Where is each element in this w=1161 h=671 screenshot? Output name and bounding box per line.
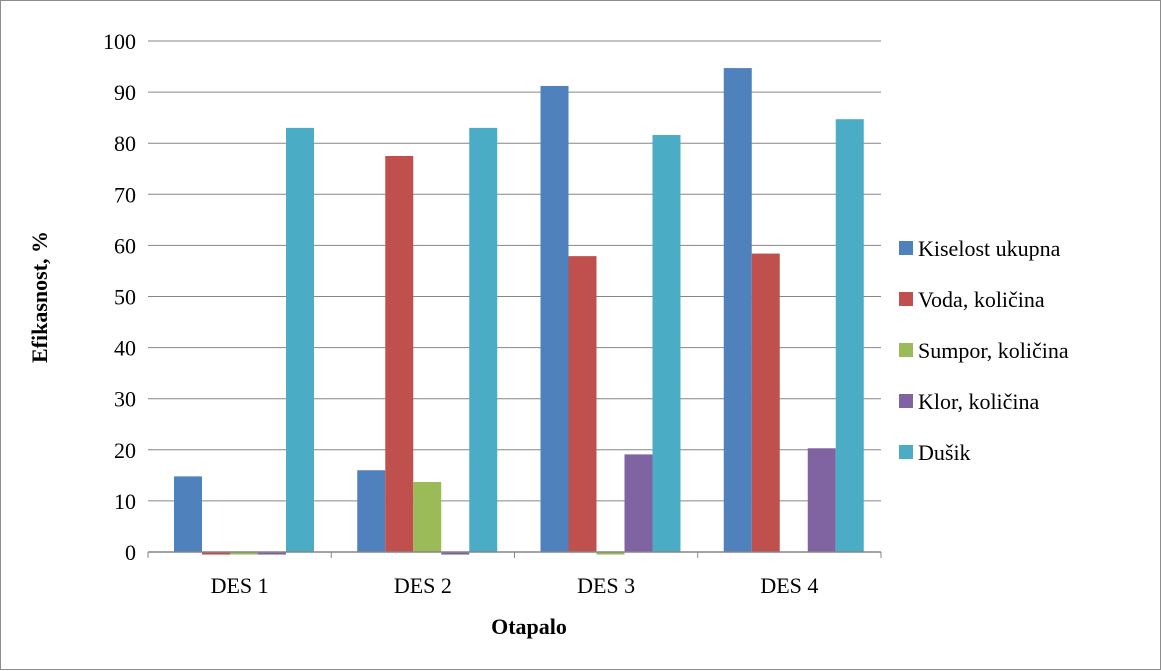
bar-sumpor-koli-ina-1 — [230, 552, 258, 555]
legend-swatch — [899, 394, 913, 408]
bar-kiselost-ukupna-1 — [174, 476, 202, 552]
y-tick-label: 10 — [114, 489, 136, 514]
y-tick-label: 0 — [125, 540, 136, 565]
bar-voda-koli-ina-4 — [751, 253, 780, 553]
gridlines — [148, 40, 881, 502]
x-tick-label: DES 4 — [760, 573, 818, 598]
legend-label: Klor, količina — [918, 389, 1040, 414]
y-tick-label: 20 — [114, 438, 136, 463]
bar-du-ik-3 — [652, 135, 681, 553]
legend-swatch — [899, 343, 913, 357]
legend-swatch — [899, 292, 913, 306]
y-tick-label: 40 — [114, 336, 136, 361]
bar-klor-koli-ina-1 — [258, 552, 286, 555]
bar-voda-koli-ina-2 — [385, 155, 414, 552]
legend-swatch — [899, 445, 913, 459]
y-tick-labels: 0 10 20 30 40 50 60 70 80 90 100 — [103, 29, 136, 565]
y-tick-label: 100 — [103, 29, 136, 54]
bar-sumpor-koli-ina-3 — [596, 552, 625, 555]
x-axis-title: Otapalo — [491, 614, 567, 639]
legend-label: Voda, količina — [918, 287, 1045, 312]
legend-label: Sumpor, količina — [918, 338, 1069, 363]
y-tick-label: 70 — [114, 182, 136, 207]
legend-label: Kiselost ukupna — [918, 236, 1061, 261]
bar-du-ik-2 — [469, 127, 498, 553]
bar-kiselost-ukupna-3 — [540, 85, 569, 552]
bar-du-ik-4 — [835, 119, 864, 553]
bar-voda-koli-ina-3 — [568, 256, 597, 552]
bar-kiselost-ukupna-2 — [357, 470, 386, 552]
x-tick-label: DES 3 — [577, 573, 635, 598]
y-tick-label: 60 — [114, 233, 136, 258]
bar-kiselost-ukupna-4 — [723, 68, 752, 552]
legend-swatch — [899, 241, 913, 255]
x-tick-label: DES 2 — [394, 573, 452, 598]
bar-sumpor-koli-ina-2 — [413, 481, 442, 552]
y-tick-label: 50 — [114, 285, 136, 310]
y-axis-title: Efikasnost, % — [27, 231, 52, 363]
bar-du-ik-1 — [286, 127, 314, 553]
bar-klor-koli-ina-3 — [624, 454, 653, 552]
y-tick-label: 90 — [114, 80, 136, 105]
y-tick-label: 80 — [114, 131, 136, 156]
x-tick-label: DES 1 — [211, 573, 269, 598]
legend-label: Dušik — [918, 440, 971, 465]
y-tick-label: 30 — [114, 387, 136, 412]
x-tick-labels: DES 1 DES 2 DES 3 DES 4 — [147, 552, 882, 598]
bar-klor-koli-ina-4 — [807, 448, 836, 552]
bar-klor-koli-ina-2 — [441, 552, 470, 555]
legend: Kiselost ukupna Voda, količina Sumpor, kol… — [899, 236, 1069, 465]
bars — [174, 68, 864, 555]
bar-voda-koli-ina-1 — [202, 552, 230, 555]
